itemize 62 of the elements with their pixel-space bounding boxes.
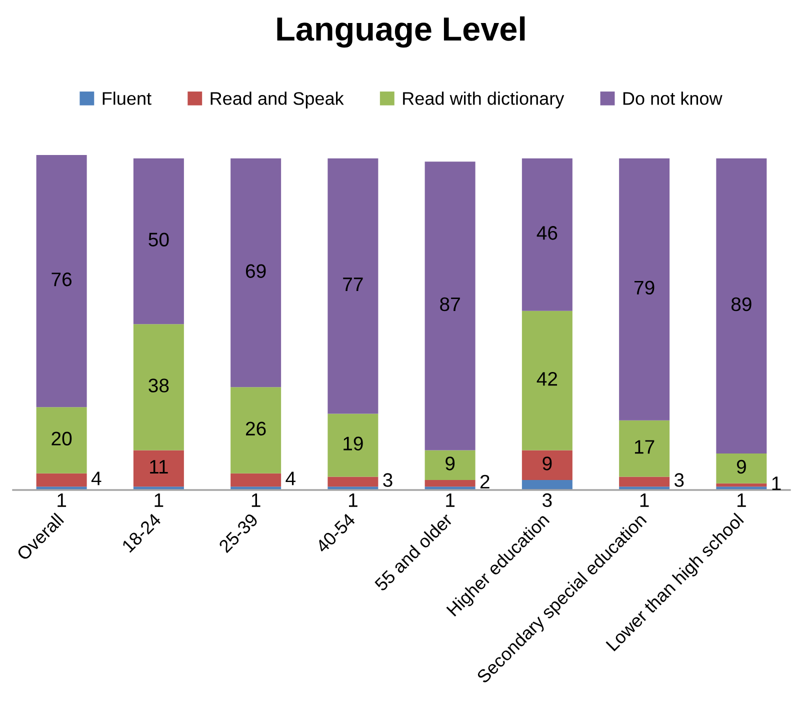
bar [36, 155, 87, 408]
bar [522, 310, 572, 450]
bar [716, 454, 767, 484]
bar [619, 476, 670, 487]
data-label: 1 [640, 493, 649, 507]
bar [328, 476, 378, 487]
data-label: 4 [286, 472, 296, 486]
data-label: 2 [480, 474, 490, 488]
bar [36, 407, 87, 474]
data-label: 4 [91, 472, 102, 486]
bar [328, 158, 378, 414]
data-label: 77 [343, 278, 363, 292]
data-label: 11 [150, 460, 168, 474]
bar [230, 387, 282, 474]
data-label: 79 [634, 280, 654, 295]
data-label: 76 [52, 272, 72, 286]
data-label: 1 [58, 493, 66, 507]
data-label: 42 [536, 372, 558, 386]
data-label: 19 [344, 436, 363, 450]
bar [522, 480, 572, 490]
data-label: 1 [772, 476, 781, 490]
bar [716, 158, 767, 454]
data-label: 17 [634, 440, 654, 454]
data-label: 89 [731, 297, 752, 312]
data-label: 1 [738, 493, 746, 507]
chart-title: Language Level [277, 16, 525, 48]
data-label: 20 [52, 432, 72, 446]
data-label: 1 [154, 493, 164, 507]
bar [424, 162, 476, 450]
data-label: 3 [542, 493, 552, 508]
bar [230, 473, 282, 487]
bar [36, 473, 87, 487]
data-label: 3 [383, 473, 392, 487]
bar [619, 158, 670, 420]
bar [522, 158, 572, 311]
data-label: 69 [246, 264, 266, 278]
bar [133, 324, 184, 450]
bar [716, 483, 767, 487]
data-label: 38 [148, 378, 169, 392]
bar [328, 414, 378, 477]
data-label: 9 [736, 460, 746, 474]
data-label: 1 [349, 493, 358, 507]
data-label: 26 [246, 422, 266, 436]
legend-label: Read and Speak [210, 92, 344, 108]
bar [230, 158, 282, 388]
data-label: 1 [252, 493, 260, 507]
bar [619, 420, 670, 477]
data-label: 50 [148, 232, 169, 246]
legend-label: Read with dictionary [403, 92, 564, 108]
legend-label: Do not know [623, 92, 722, 105]
data-label: 87 [440, 297, 460, 312]
bar [424, 480, 476, 487]
legend-label: Fluent [102, 92, 152, 105]
data-label: 9 [542, 456, 552, 470]
bar [522, 450, 572, 480]
bar [424, 450, 476, 480]
bar [133, 450, 184, 487]
bar [133, 158, 184, 324]
data-label: 9 [446, 456, 455, 470]
data-label: 1 [446, 493, 455, 507]
data-label: 46 [536, 226, 558, 240]
data-label: 3 [674, 473, 684, 487]
